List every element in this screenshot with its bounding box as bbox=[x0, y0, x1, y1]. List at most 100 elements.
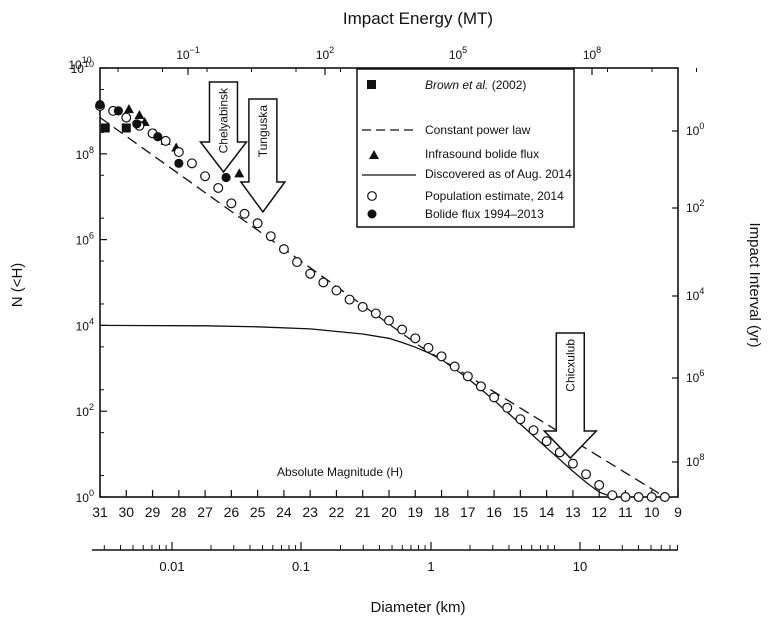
diameter-tick-label: 0.01 bbox=[159, 559, 184, 574]
infrasound-point bbox=[234, 168, 245, 178]
left-tick-label: 108 bbox=[76, 145, 94, 162]
population-estimate-point bbox=[331, 285, 342, 296]
population-estimate-point bbox=[410, 333, 421, 344]
legend: Brown et al. (2002) Constant power law I… bbox=[356, 68, 575, 228]
legend-marker-triangle bbox=[369, 150, 379, 159]
bolide-flux-point bbox=[174, 158, 184, 168]
population-estimate-point bbox=[659, 492, 670, 503]
population-estimate-point bbox=[384, 315, 395, 326]
power-law-line bbox=[99, 116, 666, 498]
population-estimate-point bbox=[397, 324, 408, 335]
right-tick-label-exp: 4 bbox=[699, 286, 704, 296]
infrasound-point bbox=[123, 104, 134, 114]
right-tick-label: 104 bbox=[686, 286, 704, 303]
legend-label-infrasound: Infrasound bolide flux bbox=[425, 147, 539, 161]
x-axis-ticks: 31 30 29 28 27 26 25 24 23 22 21 20 19 18 17 16 15 14 13 12… bbox=[92, 490, 682, 520]
legend-label-power-law: Constant power law bbox=[425, 123, 531, 137]
population-estimate-point bbox=[186, 158, 197, 169]
x-tick-label: 27 bbox=[197, 504, 213, 520]
right-tick-label: 102 bbox=[686, 198, 704, 215]
arrow-label-tunguska: Tunguska bbox=[256, 105, 270, 158]
population-estimate-point bbox=[318, 277, 329, 288]
population-estimate-point bbox=[278, 244, 289, 255]
legend-marker-square bbox=[367, 80, 376, 89]
population-estimate-point bbox=[305, 268, 316, 279]
bolide-flux-point bbox=[95, 100, 105, 110]
discovered-line bbox=[99, 324, 613, 498]
population-estimate-point bbox=[357, 301, 368, 312]
right-tick-label: 100 bbox=[686, 121, 704, 138]
x-axis-title: Absolute Magnitude (H) bbox=[277, 465, 403, 479]
legend-marker-filled-circle bbox=[367, 209, 377, 219]
left-tick-label-base: 10 bbox=[76, 319, 90, 333]
series-markers bbox=[94, 100, 670, 503]
top-left-corner-label-base: 10 bbox=[68, 58, 82, 72]
top-axis-title: Impact Energy (MT) bbox=[343, 9, 493, 28]
population-estimate-point bbox=[173, 147, 184, 158]
top-tick-label: 108 bbox=[583, 45, 601, 62]
x-tick-label: 25 bbox=[250, 504, 266, 520]
top-tick-label-exp: 2 bbox=[329, 45, 334, 55]
x-tick-label: 16 bbox=[486, 504, 502, 520]
x-tick-label: 19 bbox=[407, 504, 423, 520]
x-tick-label: 17 bbox=[460, 504, 476, 520]
legend-label-brown: Brown et al. (2002) bbox=[425, 78, 526, 92]
population-estimate-point bbox=[541, 436, 552, 447]
population-estimate-point bbox=[239, 208, 250, 219]
population-estimate-point bbox=[515, 414, 526, 425]
bolide-flux-point bbox=[132, 119, 142, 129]
right-tick-label-base: 10 bbox=[686, 124, 700, 138]
x-tick-label: 12 bbox=[591, 504, 607, 520]
population-estimate-point bbox=[502, 402, 513, 413]
x-tick-label: 14 bbox=[539, 504, 555, 520]
legend-box bbox=[356, 68, 575, 228]
right-tick-label-exp: 8 bbox=[699, 452, 704, 462]
top-tick-label: 105 bbox=[449, 45, 467, 62]
right-tick-label-base: 10 bbox=[686, 371, 700, 385]
population-estimate-point bbox=[462, 371, 473, 382]
population-estimate-point bbox=[646, 492, 657, 503]
legend-label-bolide: Bolide flux 1994–2013 bbox=[425, 207, 544, 221]
population-estimate-point bbox=[436, 351, 447, 362]
x-tick-label: 13 bbox=[565, 504, 581, 520]
left-tick-label: 1010 bbox=[71, 59, 94, 76]
top-tick-label: 102 bbox=[316, 45, 334, 62]
arrow-label-chelyabinsk: Chelyabinsk bbox=[216, 87, 230, 153]
top-tick-label-exp: −1 bbox=[190, 45, 200, 55]
population-estimate-point bbox=[528, 425, 539, 436]
right-axis-title: Impact Interval (yr) bbox=[746, 222, 763, 347]
diameter-tick-label: 10 bbox=[573, 559, 587, 574]
diameter-axis-title: Diameter (km) bbox=[370, 599, 465, 616]
population-estimate-point bbox=[252, 218, 263, 229]
x-tick-label: 15 bbox=[513, 504, 529, 520]
left-tick-label-exp: 0 bbox=[89, 488, 94, 498]
infrasound-point bbox=[134, 110, 145, 120]
diameter-axis-ticks: 0.01 0.1 1 10 bbox=[103, 542, 678, 574]
top-tick-label-base: 10 bbox=[176, 48, 190, 62]
right-tick-label-exp: 0 bbox=[699, 121, 704, 131]
left-tick-label-base: 10 bbox=[76, 491, 90, 505]
right-tick-label-base: 10 bbox=[686, 201, 700, 215]
top-tick-label-base: 10 bbox=[583, 48, 597, 62]
left-tick-label-exp: 8 bbox=[89, 145, 94, 155]
x-tick-label: 22 bbox=[329, 504, 345, 520]
bolide-flux-point bbox=[113, 106, 123, 116]
legend-label-population: Population estimate, 2014 bbox=[425, 189, 564, 203]
x-tick-label: 23 bbox=[302, 504, 318, 520]
legend-marker-open-circle bbox=[367, 191, 377, 201]
population-estimate-point bbox=[292, 257, 303, 268]
left-tick-label-exp: 4 bbox=[89, 316, 94, 326]
right-tick-label-exp: 2 bbox=[699, 198, 704, 208]
x-tick-label: 18 bbox=[434, 504, 450, 520]
x-tick-label: 26 bbox=[224, 504, 240, 520]
population-estimate-point bbox=[370, 308, 381, 319]
top-tick-label: 10−1 bbox=[176, 45, 200, 62]
population-estimate-point bbox=[607, 490, 618, 501]
x-tick-label: 10 bbox=[644, 504, 660, 520]
left-tick-label-base: 10 bbox=[76, 148, 90, 162]
diameter-tick-label: 0.1 bbox=[292, 559, 310, 574]
bolide-flux-point bbox=[221, 172, 231, 183]
population-estimate-point bbox=[594, 480, 605, 491]
